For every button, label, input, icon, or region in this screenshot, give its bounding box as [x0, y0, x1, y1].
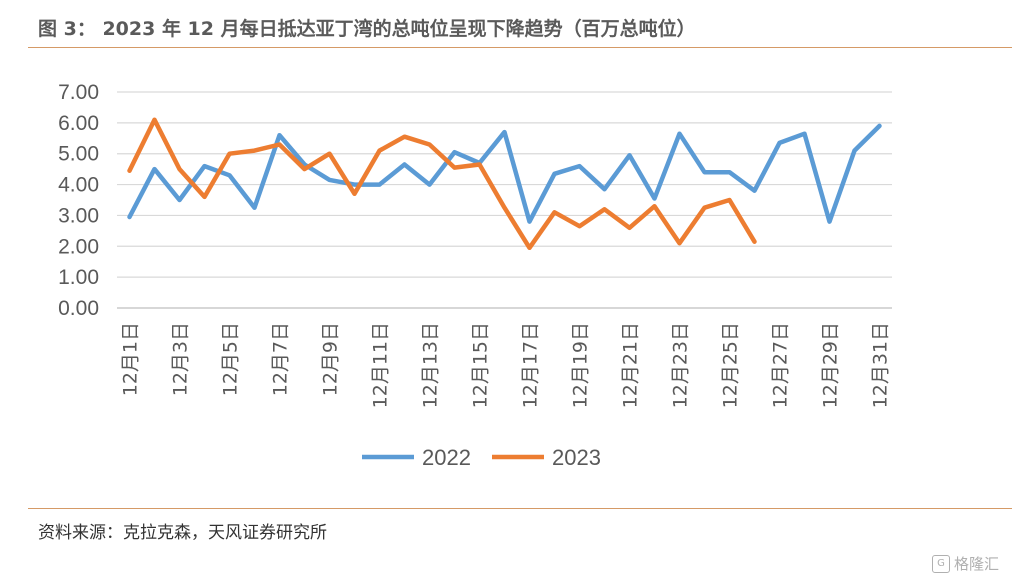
y-axis-ticks: 0.00 1.00 2.00 3.00 4.00 5.00 6.00 7.00	[58, 81, 99, 320]
y-tick-label: 1.00	[58, 266, 99, 289]
x-tick-label: 12月17日	[520, 322, 542, 408]
y-tick-label: 3.00	[58, 204, 99, 227]
x-tick-label: 12月3日	[170, 322, 192, 396]
figure-title: 图 3： 2023 年 12 月每日抵达亚丁湾的总吨位呈现下降趋势（百万总吨位）	[38, 18, 696, 40]
watermark: G 格隆汇	[931, 553, 999, 574]
legend-label-2023: 2023	[552, 445, 601, 470]
y-tick-label: 2.00	[58, 235, 99, 258]
x-tick-label: 12月27日	[770, 322, 792, 408]
y-tick-label: 0.00	[58, 297, 99, 320]
x-axis-ticks: 12月1日 12月3日 12月5日 12月7日 12月9日 12月11日 12月13日 12月…	[120, 322, 892, 408]
x-tick-label: 12月5日	[220, 322, 242, 396]
legend-label-2022: 2022	[422, 445, 471, 470]
gridlines	[117, 91, 892, 309]
series-line-2023	[127, 117, 757, 251]
series-line-2022	[127, 123, 882, 224]
x-tick-label: 12月23日	[670, 322, 692, 408]
x-tick-label: 12月29日	[820, 322, 842, 408]
x-tick-label: 12月7日	[270, 322, 292, 396]
x-tick-label: 12月31日	[870, 322, 892, 408]
y-tick-label: 7.00	[58, 81, 99, 104]
legend: 2022 2023	[362, 445, 601, 470]
x-tick-label: 12月25日	[720, 322, 742, 408]
x-tick-label: 12月19日	[570, 322, 592, 408]
x-tick-label: 12月11日	[370, 322, 392, 408]
series-lines	[127, 117, 882, 251]
source-note: 资料来源：克拉克森，天风证券研究所	[38, 523, 327, 543]
bottom-divider	[28, 508, 1012, 509]
watermark-text: 格隆汇	[953, 555, 999, 573]
y-tick-label: 5.00	[58, 143, 99, 166]
x-tick-label: 12月13日	[420, 322, 442, 408]
x-tick-label: 12月1日	[120, 322, 142, 396]
x-tick-label: 12月21日	[620, 322, 642, 408]
x-tick-label: 12月9日	[320, 322, 342, 396]
y-tick-label: 4.00	[58, 174, 99, 197]
watermark-logo-icon: G	[931, 554, 950, 573]
x-tick-label: 12月15日	[470, 322, 492, 408]
y-tick-label: 6.00	[58, 112, 99, 135]
top-divider	[28, 47, 1012, 48]
